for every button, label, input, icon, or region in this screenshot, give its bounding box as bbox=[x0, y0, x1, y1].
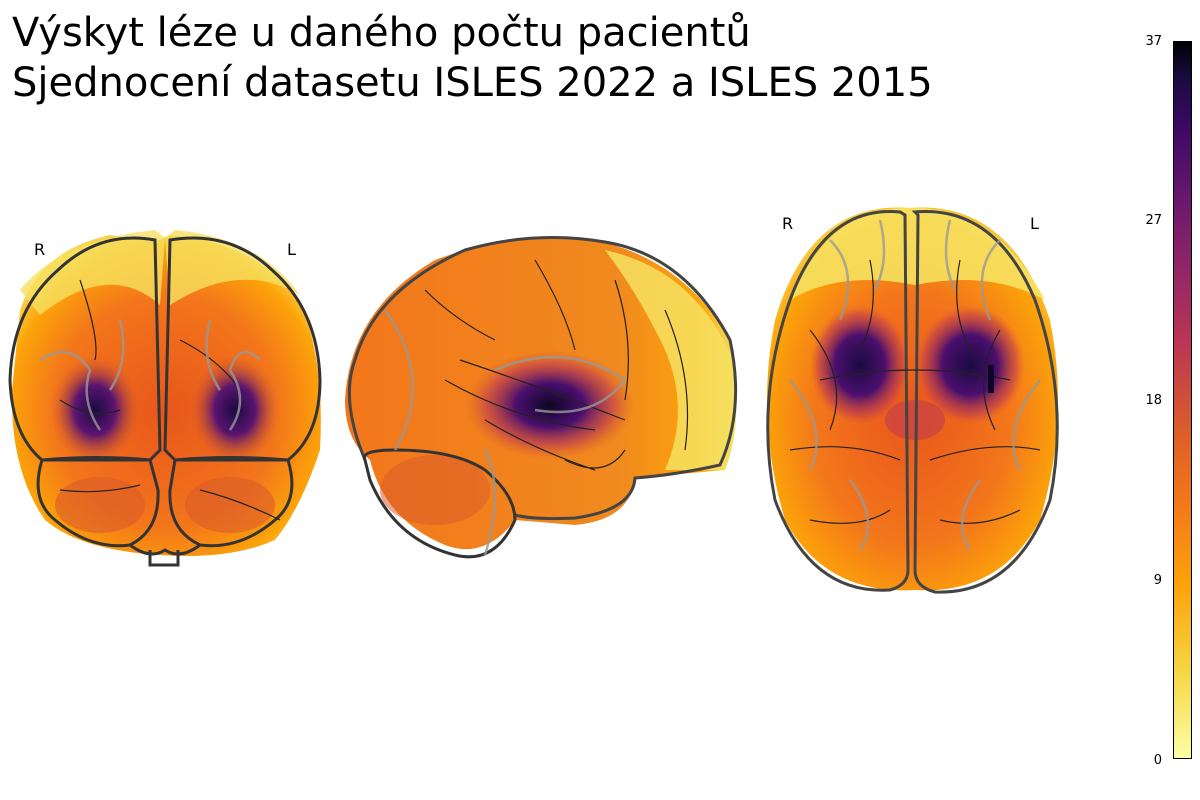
sagittal-brain-view bbox=[345, 236, 738, 559]
sagittal-outline bbox=[347, 236, 738, 521]
colorbar bbox=[1173, 41, 1192, 759]
coronal-label-left: L bbox=[287, 240, 296, 259]
colorbar-tick-18: 18 bbox=[1145, 393, 1162, 408]
axial-brain-view bbox=[766, 207, 1059, 594]
axial-label-right: R bbox=[782, 214, 794, 233]
colorbar-tick-0: 0 bbox=[1153, 753, 1162, 768]
title-line-1: Výskyt léze u daného počtu pacientů bbox=[12, 10, 751, 56]
axial-label-left: L bbox=[1030, 214, 1039, 233]
coronal-brain-view bbox=[8, 230, 322, 567]
axial-outline bbox=[766, 210, 910, 592]
colorbar-tick-37: 37 bbox=[1145, 34, 1162, 49]
colorbar-tick-27: 27 bbox=[1145, 213, 1162, 228]
colorbar-tick-9: 9 bbox=[1153, 573, 1162, 588]
coronal-label-right: R bbox=[34, 240, 46, 259]
figure-title: Výskyt léze u daného počtu pacientů Sjed… bbox=[12, 8, 933, 108]
title-line-2: Sjednocení datasetu ISLES 2022 a ISLES 2… bbox=[12, 60, 933, 106]
